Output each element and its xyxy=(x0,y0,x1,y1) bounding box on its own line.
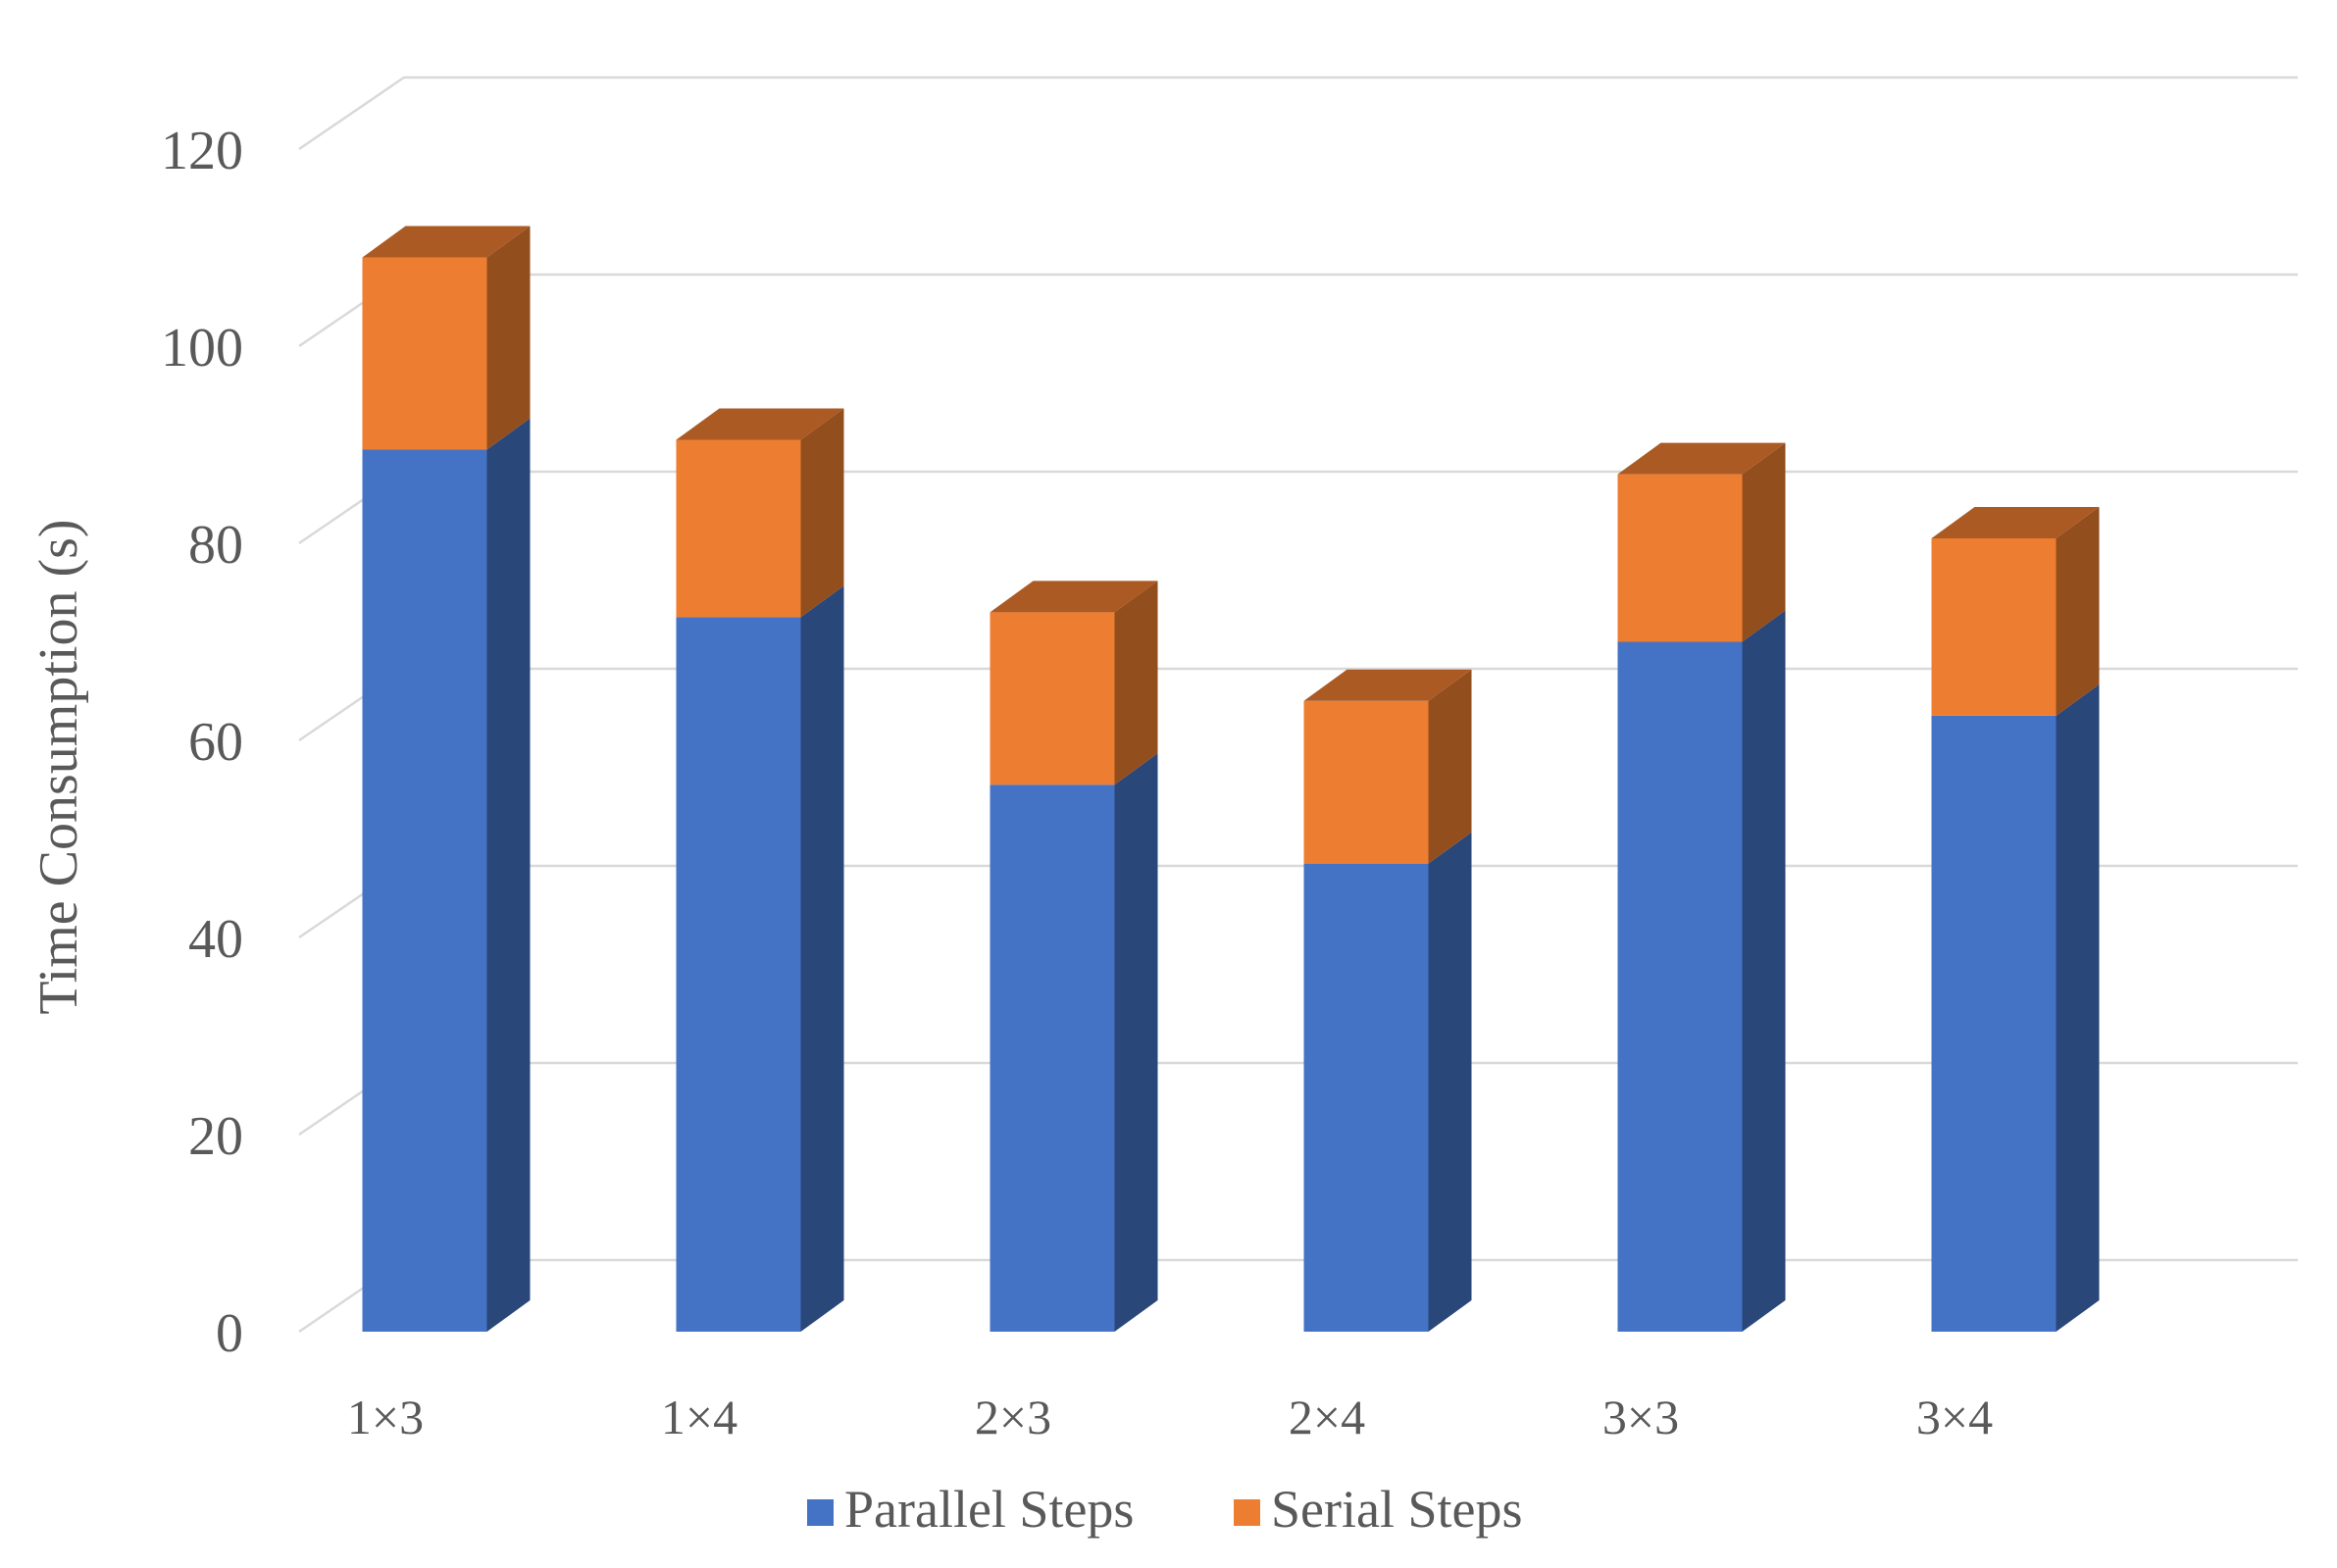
bar-front xyxy=(362,449,487,1332)
y-tick-label: 100 xyxy=(161,318,243,379)
bar-side xyxy=(1742,610,1786,1332)
y-axis-ticks: 0 20 40 60 80 100 120 xyxy=(161,121,243,1364)
legend-label: Parallel Steps xyxy=(844,1480,1134,1539)
bar-top xyxy=(1931,506,2100,538)
bar-stack xyxy=(1617,442,1786,1332)
bar-front xyxy=(1303,863,1429,1332)
bar-side xyxy=(1428,832,1472,1332)
bar-top xyxy=(676,408,844,440)
bar-front xyxy=(990,612,1115,785)
legend: Parallel Steps Serial Steps xyxy=(807,1480,1522,1539)
y-tick-label: 20 xyxy=(188,1106,243,1167)
bar-side xyxy=(486,226,531,450)
bar-front xyxy=(1931,537,2057,716)
legend-label: Serial Steps xyxy=(1271,1480,1522,1539)
x-tick-label: 2×3 xyxy=(975,1390,1051,1444)
bars xyxy=(362,226,2100,1332)
gridline xyxy=(298,76,2298,151)
bar-side xyxy=(2056,683,2100,1332)
bar-side xyxy=(1114,753,1158,1332)
x-tick-label: 2×4 xyxy=(1289,1390,1365,1444)
y-tick-label: 40 xyxy=(188,909,243,970)
y-axis-title: Time Consumption (s) xyxy=(28,519,89,1014)
x-tick-label: 3×4 xyxy=(1916,1390,1993,1444)
legend-swatch xyxy=(1234,1499,1260,1526)
bar-stack xyxy=(1931,506,2100,1332)
bar-top xyxy=(1303,669,1472,701)
bar-front xyxy=(362,257,487,450)
x-tick-label: 3×3 xyxy=(1602,1390,1679,1444)
y-tick-label: 0 xyxy=(216,1303,243,1364)
bar-front xyxy=(1617,641,1743,1332)
bar-side xyxy=(1114,581,1158,785)
bar-top xyxy=(1617,442,1786,475)
y-tick-label: 60 xyxy=(188,712,243,773)
bar-top xyxy=(362,226,531,258)
bar-side xyxy=(800,585,844,1332)
bar-side xyxy=(1428,669,1472,864)
bar-stack xyxy=(1303,669,1472,1332)
bar-front xyxy=(676,439,801,618)
x-axis-ticks: 1×3 1×4 2×3 2×4 3×3 3×4 xyxy=(347,1390,1993,1444)
bar-side xyxy=(800,408,844,618)
x-tick-label: 1×4 xyxy=(661,1390,737,1444)
y-tick-label: 80 xyxy=(188,515,243,576)
bar-side xyxy=(486,418,531,1332)
legend-swatch xyxy=(807,1499,834,1526)
bar-front xyxy=(990,784,1115,1332)
bar-stack xyxy=(990,581,1158,1332)
bar-top xyxy=(990,581,1158,613)
bar-front xyxy=(1931,715,2057,1332)
bar-front xyxy=(1303,700,1429,864)
bar-front xyxy=(1617,474,1743,642)
bar-stack xyxy=(362,226,531,1332)
bar-front xyxy=(676,617,801,1332)
gridline xyxy=(298,273,2298,348)
bar-stack xyxy=(676,408,844,1332)
y-tick-label: 120 xyxy=(161,121,243,181)
bar-side xyxy=(2056,506,2100,716)
x-tick-label: 1×3 xyxy=(347,1390,424,1444)
bar-side xyxy=(1742,442,1786,642)
